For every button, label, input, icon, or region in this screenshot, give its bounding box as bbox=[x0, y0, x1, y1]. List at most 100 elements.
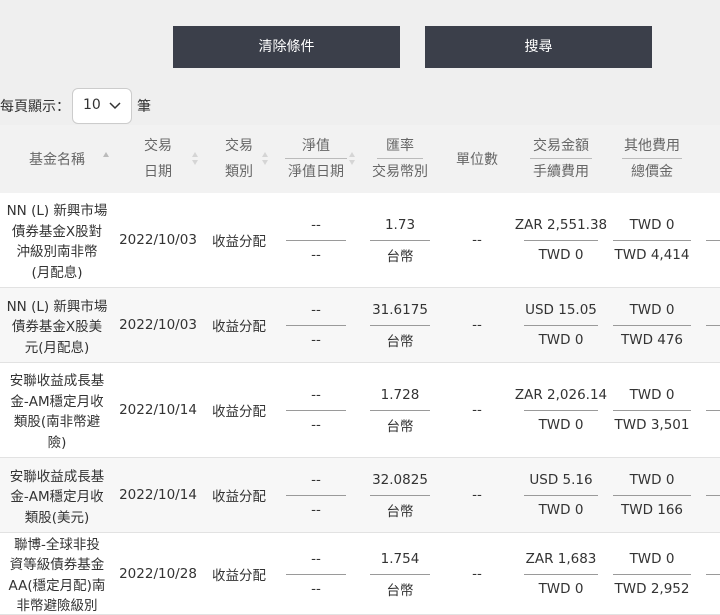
fund-name: NN (L) 新興市場 bbox=[6, 298, 108, 315]
other: TWD 0 bbox=[629, 472, 675, 488]
trade-date: 2022/10/14 bbox=[119, 487, 197, 503]
header-divider bbox=[377, 158, 423, 159]
trade-date: 2022/10/14 bbox=[119, 402, 197, 418]
cell-divider bbox=[286, 410, 346, 411]
sort-icon[interactable] bbox=[349, 160, 355, 165]
fund-name: 非幣避險級別 bbox=[16, 598, 98, 615]
table-row: NN (L) 新興市場 債券基金X股對 沖級別南非幣 (月配息) 2022/10/03 收… bbox=[0, 193, 720, 288]
column-header[interactable]: 單位數 bbox=[456, 152, 498, 168]
cell-divider bbox=[524, 573, 598, 575]
total: TWD 476 bbox=[620, 332, 684, 348]
fund-name: 類股(南非幣避 bbox=[13, 414, 101, 431]
column-header[interactable]: 淨值 bbox=[302, 138, 330, 154]
column-header[interactable]: 交易 bbox=[144, 138, 172, 154]
dropdown-arrow bbox=[109, 102, 121, 110]
fee: TWD 0 bbox=[538, 417, 584, 433]
cell-divider bbox=[706, 410, 720, 411]
fund-name: 金-AM穩定月收 bbox=[10, 489, 104, 505]
sort-icon[interactable] bbox=[262, 152, 268, 157]
units: -- bbox=[472, 402, 482, 418]
nav: -- bbox=[311, 302, 321, 318]
column-header[interactable]: 日期 bbox=[144, 164, 172, 180]
fund-name: 安聯收益成長基 bbox=[9, 468, 105, 485]
units: -- bbox=[472, 232, 482, 248]
cell-divider bbox=[613, 495, 691, 496]
column-header[interactable]: 手續費用 bbox=[533, 164, 589, 180]
trade-type: 收益分配 bbox=[212, 319, 266, 335]
sort-icon[interactable] bbox=[349, 152, 355, 157]
cell-divider bbox=[524, 240, 598, 241]
fund-name: 資等級債券基金 bbox=[9, 557, 105, 574]
fund-name: 沖級別南非幣 bbox=[16, 244, 98, 261]
column-header[interactable]: 交易金額 bbox=[533, 138, 589, 154]
column-header[interactable]: 交易 bbox=[225, 138, 253, 154]
trade-date: 2022/10/03 bbox=[119, 232, 197, 248]
column-header[interactable]: 交易幣別 bbox=[372, 164, 428, 180]
column-header[interactable]: 類別 bbox=[225, 164, 253, 180]
other: TWD 0 bbox=[629, 550, 675, 567]
cell-divider bbox=[286, 240, 346, 241]
fee: TWD 0 bbox=[538, 332, 584, 348]
nav: -- bbox=[311, 550, 321, 567]
cell-divider bbox=[613, 410, 691, 411]
column-header[interactable]: 匯率 bbox=[386, 138, 414, 154]
cell-divider bbox=[613, 573, 691, 575]
clear-button[interactable]: 清除條件 bbox=[173, 26, 400, 68]
currency: 台幣 bbox=[386, 249, 414, 265]
fund-name: 安聯收益成長基 bbox=[9, 373, 105, 390]
total: TWD 4,414 bbox=[614, 247, 690, 263]
nav-date: -- bbox=[311, 247, 321, 263]
search-button[interactable]: 搜尋 bbox=[425, 26, 652, 68]
column-header[interactable]: 基金名稱 bbox=[29, 152, 85, 168]
header-divider bbox=[285, 158, 347, 159]
currency: 台幣 bbox=[386, 334, 414, 350]
currency: 台幣 bbox=[386, 419, 414, 435]
total: TWD 166 bbox=[620, 502, 684, 518]
cell-divider bbox=[370, 240, 430, 241]
nav-date: -- bbox=[311, 502, 321, 518]
fund-name: NN (L) 新興市場 bbox=[6, 203, 108, 220]
clipped-column bbox=[700, 125, 720, 193]
cell-divider bbox=[286, 573, 346, 575]
sort-icon[interactable] bbox=[192, 160, 198, 165]
trade-type: 收益分配 bbox=[212, 489, 266, 505]
cell-divider bbox=[706, 495, 720, 496]
amount: ZAR 2,026.14 bbox=[514, 387, 608, 403]
trade-date: 2022/10/28 bbox=[119, 565, 197, 582]
rate: 1.73 bbox=[384, 217, 416, 233]
fund-name: 險) bbox=[47, 434, 67, 451]
page-size-select[interactable]: 10 bbox=[72, 88, 132, 124]
fund-name: 債券基金X股對 bbox=[11, 223, 103, 240]
column-header[interactable]: 總價金 bbox=[631, 164, 673, 180]
cell-divider bbox=[370, 410, 430, 411]
trade-type: 收益分配 bbox=[212, 404, 266, 420]
cell-divider bbox=[524, 495, 598, 496]
units: -- bbox=[472, 487, 482, 503]
other: TWD 0 bbox=[629, 387, 675, 403]
fund-name: (月配息) bbox=[31, 264, 83, 281]
fund-name: 類股(美元) bbox=[24, 509, 90, 526]
sort-icon[interactable] bbox=[103, 152, 109, 157]
cell-divider bbox=[706, 325, 720, 326]
total: TWD 2,952 bbox=[614, 580, 690, 597]
column-header[interactable]: 淨值日期 bbox=[288, 164, 344, 180]
units: -- bbox=[472, 565, 482, 582]
total: TWD 3,501 bbox=[614, 417, 690, 433]
cell-divider bbox=[286, 495, 346, 496]
fund-name: 金-AM穩定月收 bbox=[10, 393, 104, 410]
table-body: NN (L) 新興市場 債券基金X股對 沖級別南非幣 (月配息) 2022/10/03 收… bbox=[0, 193, 720, 615]
page-size-label: 每頁顯示： bbox=[0, 99, 70, 115]
table-row: 聯博-全球非投 資等級債券基金 AA(穩定月配)南 非幣避險級別 2022/10/28 收… bbox=[0, 533, 720, 615]
sort-icon[interactable] bbox=[262, 160, 268, 165]
cell-divider bbox=[613, 240, 691, 241]
trade-type: 收益分配 bbox=[212, 234, 266, 250]
table-row: 安聯收益成長基 金-AM穩定月收 類股(南非幣避 險) 2022/10/14 收益分配 --… bbox=[0, 363, 720, 458]
cell-divider bbox=[706, 573, 720, 575]
cell-divider bbox=[524, 410, 598, 411]
fee: TWD 0 bbox=[538, 580, 584, 597]
amount: USD 5.16 bbox=[529, 472, 593, 488]
column-header[interactable]: 其他費用 bbox=[624, 138, 680, 154]
sort-icon[interactable] bbox=[192, 152, 198, 157]
header-divider bbox=[622, 158, 682, 159]
